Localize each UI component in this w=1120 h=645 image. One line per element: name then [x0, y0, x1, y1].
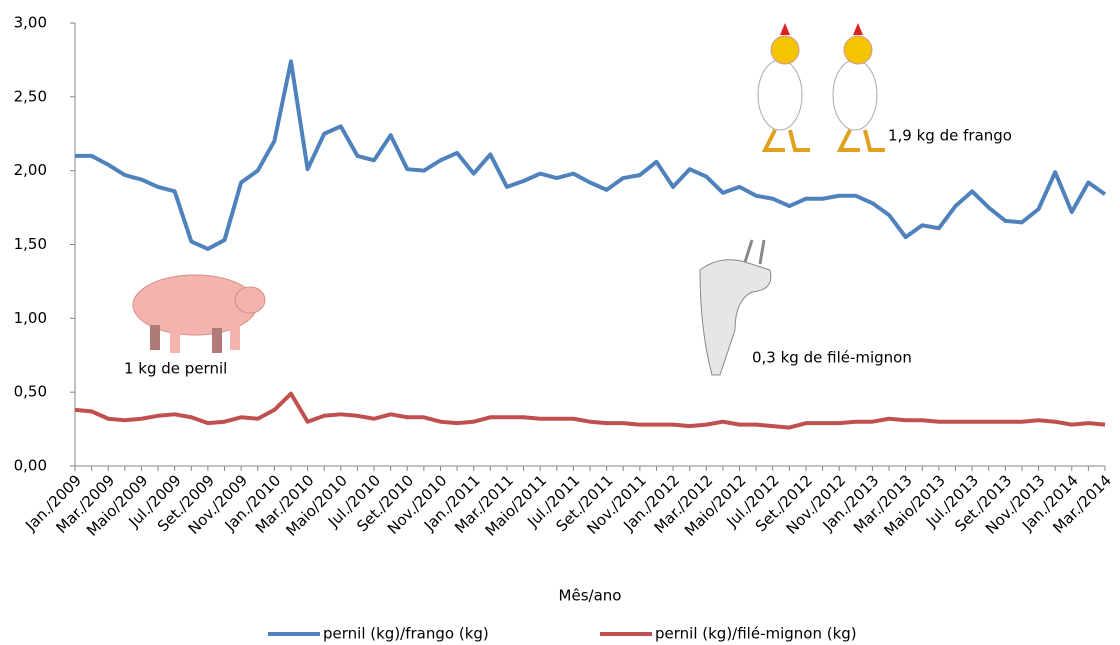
y-tick-label: 3,00	[14, 14, 47, 32]
x-axis-title: Mês/ano	[559, 587, 622, 605]
pig-illustration	[132, 274, 266, 353]
y-tick-label: 0,50	[14, 383, 47, 401]
series-line	[75, 59, 1107, 251]
annotation: 1 kg de pernil	[124, 360, 227, 378]
chicken-illustration	[757, 23, 885, 152]
y-tick-label: 1,50	[14, 235, 47, 253]
y-tick-label: 2,50	[14, 87, 47, 105]
legend-label: pernil (kg)/filé-mignon (kg)	[655, 625, 857, 643]
annotation: 1,9 kg de frango	[888, 127, 1012, 145]
y-tick-label: 2,00	[14, 161, 47, 179]
cow-illustration	[699, 239, 772, 376]
legend-label: pernil (kg)/frango (kg)	[323, 625, 489, 643]
y-tick-label: 0,00	[14, 457, 47, 475]
y-tick-label: 1,00	[14, 309, 47, 327]
annotation: 0,3 kg de filé-mignon	[752, 349, 912, 367]
series-line	[74, 391, 1106, 430]
